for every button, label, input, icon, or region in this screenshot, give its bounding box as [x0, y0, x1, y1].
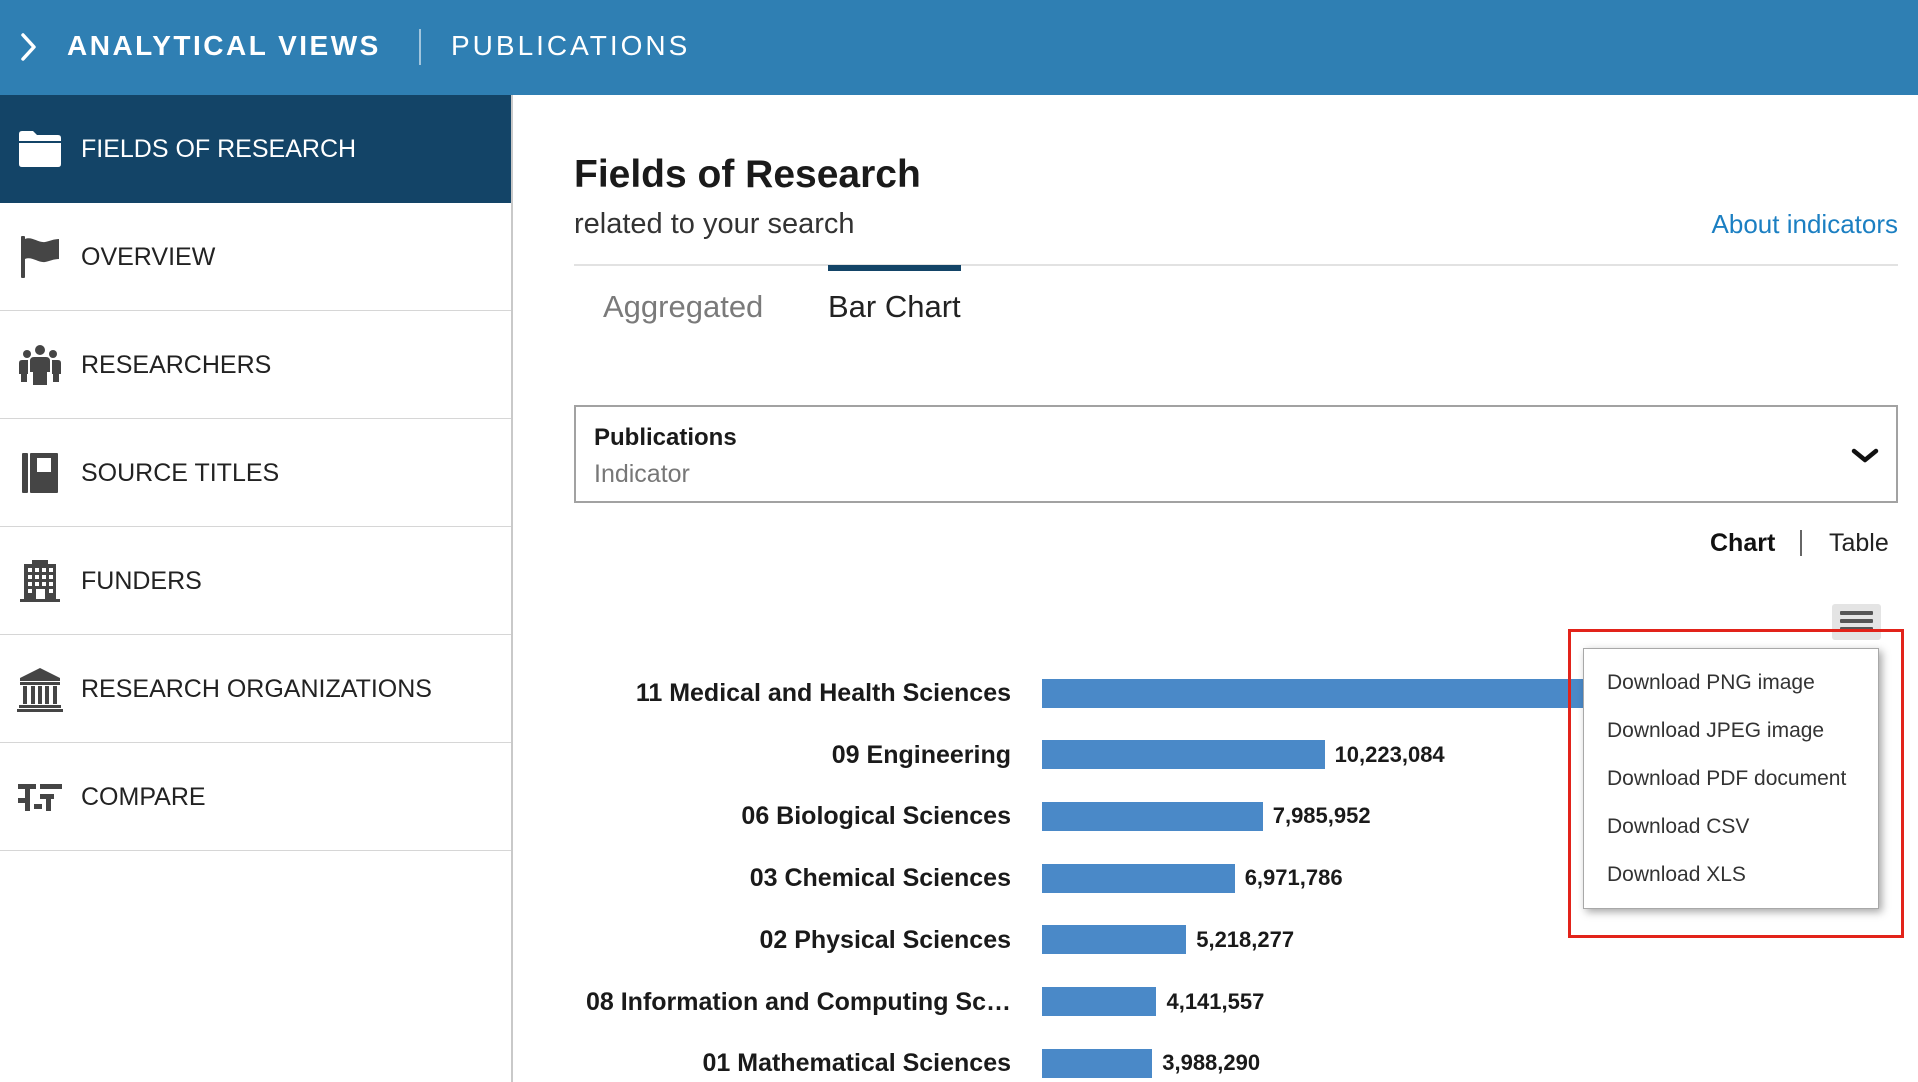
sidebar-item-funders[interactable]: FUNDERS	[0, 527, 511, 635]
hamburger-menu-icon[interactable]	[1832, 604, 1881, 640]
people-icon	[16, 341, 64, 389]
flag-icon	[16, 233, 64, 281]
chart-bar	[1042, 863, 1235, 893]
top-header: ANALYTICAL VIEWS PUBLICATIONS	[0, 0, 1918, 95]
chart-bar	[1042, 740, 1325, 770]
indicator-select-value: Publications	[594, 424, 737, 451]
menu-item-download-png[interactable]: Download PNG image	[1607, 671, 1815, 694]
about-indicators-link[interactable]: About indicators	[1711, 209, 1898, 239]
folder-icon	[16, 125, 64, 173]
category-label: 06 Biological Sciences	[741, 802, 1011, 831]
category-label: 02 Physical Sciences	[759, 925, 1011, 954]
sidebar-item-label: RESEARCH ORGANIZATIONS	[81, 675, 432, 703]
data-label: 4,141,557	[1166, 988, 1265, 1014]
data-label: 7,985,952	[1272, 803, 1371, 829]
chart-bar	[1042, 925, 1187, 955]
category-label: 03 Chemical Sciences	[749, 864, 1011, 893]
page-title: Fields of Research	[574, 153, 921, 196]
category-label: 11 Medical and Health Sciences	[635, 679, 1011, 707]
tabs-divider	[574, 264, 1898, 266]
sidebar-item-source-titles[interactable]: SOURCE TITLES	[0, 419, 511, 527]
indicator-select-label: Indicator	[594, 460, 690, 488]
book-icon	[16, 449, 64, 497]
section-title: PUBLICATIONS	[451, 30, 691, 61]
chevron-right-icon[interactable]	[19, 32, 39, 62]
indicator-select[interactable]: Publications Indicator	[574, 405, 1898, 503]
sidebar-item-label: OVERVIEW	[81, 243, 216, 271]
chart-bar	[1042, 987, 1157, 1016]
menu-item-download-csv[interactable]: Download CSV	[1607, 815, 1750, 838]
chart-bar	[1042, 1048, 1153, 1078]
sidebar-item-research-organizations[interactable]: RESEARCH ORGANIZATIONS	[0, 635, 511, 743]
sidebar-item-compare[interactable]: COMPARE	[0, 743, 511, 851]
compare-icon	[16, 773, 64, 821]
header-divider	[419, 29, 421, 65]
sidebar-item-label: SOURCE TITLES	[81, 459, 280, 487]
view-toggle-table[interactable]: Table	[1829, 529, 1889, 557]
sidebar-item-researchers[interactable]: RESEARCHERS	[0, 311, 511, 419]
export-menu: Download PNG image Download JPEG image D…	[1583, 648, 1879, 909]
view-toggle-divider	[1800, 530, 1802, 556]
data-label: 6,971,786	[1244, 865, 1343, 891]
sidebar-item-fields-of-research[interactable]: FIELDS OF RESEARCH	[0, 95, 511, 203]
sidebar-item-label: RESEARCHERS	[81, 351, 272, 379]
data-label: 3,988,290	[1162, 1050, 1261, 1076]
building-icon	[16, 557, 64, 605]
category-label: 08 Information and Computing Sc…	[585, 987, 1011, 1016]
menu-item-download-jpeg[interactable]: Download JPEG image	[1607, 719, 1825, 742]
tab-aggregated[interactable]: Aggregated	[603, 289, 764, 324]
sidebar: FIELDS OF RESEARCH OVERVIEW RESEARCHERS …	[0, 95, 513, 1082]
chart-bar	[1042, 678, 1623, 708]
chart-bar	[1042, 801, 1263, 831]
menu-item-download-xls[interactable]: Download XLS	[1607, 863, 1746, 886]
tab-bar-chart[interactable]: Bar Chart	[828, 289, 961, 324]
sidebar-item-overview[interactable]: OVERVIEW	[0, 203, 511, 311]
page-subtitle: related to your search	[574, 208, 855, 240]
sidebar-item-label: FIELDS OF RESEARCH	[81, 135, 357, 163]
app-title: ANALYTICAL VIEWS	[67, 30, 381, 61]
sidebar-item-label: FUNDERS	[81, 567, 202, 595]
menu-item-download-pdf[interactable]: Download PDF document	[1607, 767, 1847, 790]
data-label: 10,223,084	[1334, 741, 1445, 767]
institution-icon	[16, 665, 64, 713]
category-label: 01 Mathematical Sciences	[702, 1049, 1012, 1078]
view-toggle-chart[interactable]: Chart	[1710, 529, 1776, 557]
active-tab-indicator	[828, 265, 961, 271]
sidebar-item-label: COMPARE	[81, 783, 206, 811]
category-label: 09 Engineering	[831, 740, 1011, 769]
chevron-down-icon	[1850, 447, 1880, 465]
data-label: 5,218,277	[1196, 926, 1295, 952]
